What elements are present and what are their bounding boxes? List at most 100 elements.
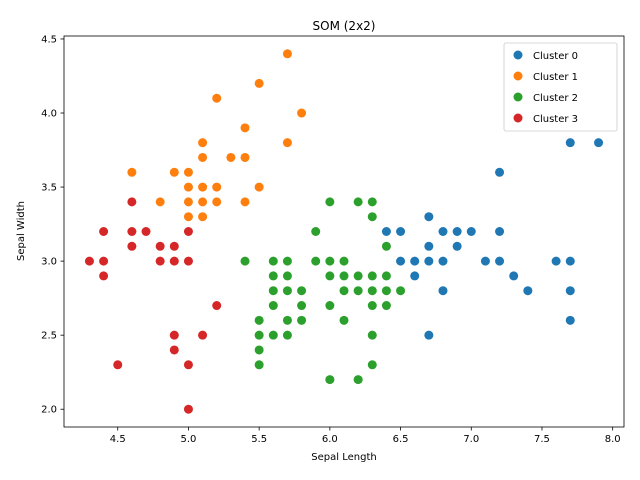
data-point [381,241,391,251]
data-point [198,330,208,340]
data-point [183,256,193,266]
data-point [325,197,335,207]
data-point [325,271,335,281]
data-point [254,345,264,355]
data-point [198,152,208,162]
data-point [99,227,109,236]
data-point [339,256,349,266]
data-point [155,241,165,251]
data-point [282,286,292,296]
data-point [381,271,391,281]
data-point [438,286,448,296]
data-point [565,315,575,325]
data-point [396,227,406,236]
y-tick-label: 3.0 [41,257,57,268]
data-point [240,197,250,207]
data-point [367,212,377,222]
data-point [367,330,377,340]
y-axis-label: Sepal Width [16,201,27,261]
y-tick-label: 3.5 [41,183,57,194]
data-point [495,227,505,236]
x-axis: 4.5 5.0 5.5 6.0 6.5 7.0 7.5 8.0 [110,427,621,445]
data-point [325,375,335,385]
data-point [127,167,137,177]
data-point [495,167,505,177]
series-3 [84,197,222,414]
legend-box [503,42,618,132]
legend-marker [513,113,523,123]
data-point [466,227,476,236]
data-point [396,286,406,296]
y-tick-label: 4.0 [41,109,57,120]
data-point [594,138,604,148]
data-point [212,197,222,207]
data-point [565,138,575,148]
data-point [254,78,264,88]
data-point [155,256,165,266]
data-point [367,271,377,281]
legend-marker [513,50,523,60]
series-1 [127,49,307,222]
data-point [127,197,137,207]
x-tick-label: 5.5 [251,434,267,445]
data-point [282,330,292,340]
data-point [226,152,236,162]
data-point [198,212,208,222]
data-point [212,93,222,103]
data-point [367,360,377,370]
legend-label: Cluster 0 [533,51,578,62]
data-point [297,301,307,311]
data-point [311,227,321,236]
data-point [367,301,377,311]
series-0 [381,138,604,340]
data-point [325,301,335,311]
data-point [254,182,264,192]
data-point [410,271,420,281]
data-point [339,286,349,296]
data-point [169,330,179,340]
data-point [452,241,462,251]
data-point [183,197,193,207]
data-point [254,360,264,370]
x-tick-label: 8.0 [605,434,621,445]
x-tick-label: 5.0 [180,434,196,445]
data-point [325,256,335,266]
plot-frame [63,35,625,428]
data-point [99,256,109,266]
data-point [282,138,292,148]
data-point [169,241,179,251]
data-point [198,197,208,207]
data-point [282,271,292,281]
data-point [424,256,434,266]
data-point [268,256,278,266]
data-point [438,256,448,266]
data-point [183,212,193,222]
data-point [353,375,363,385]
x-tick-label: 6.0 [322,434,338,445]
data-point [509,271,519,281]
data-point [424,212,434,222]
data-point [297,286,307,296]
y-tick-label: 4.5 [41,34,57,45]
data-point [212,301,222,311]
data-point [282,49,292,59]
data-point [381,227,391,236]
data-point [240,152,250,162]
data-point [424,330,434,340]
legend: Cluster 0 Cluster 1 Cluster 2 Cluster 3 [503,42,618,132]
legend-label: Cluster 3 [533,114,578,125]
data-point [495,256,505,266]
data-point [141,227,151,236]
data-point [268,330,278,340]
data-point [353,271,363,281]
data-point [367,286,377,296]
data-point [113,360,123,370]
data-point [127,241,137,251]
data-point [198,182,208,192]
x-tick-label: 6.5 [393,434,409,445]
y-tick-label: 2.0 [41,405,57,416]
data-point [240,123,250,133]
data-point [297,315,307,325]
data-point [254,315,264,325]
series-2 [240,197,406,385]
